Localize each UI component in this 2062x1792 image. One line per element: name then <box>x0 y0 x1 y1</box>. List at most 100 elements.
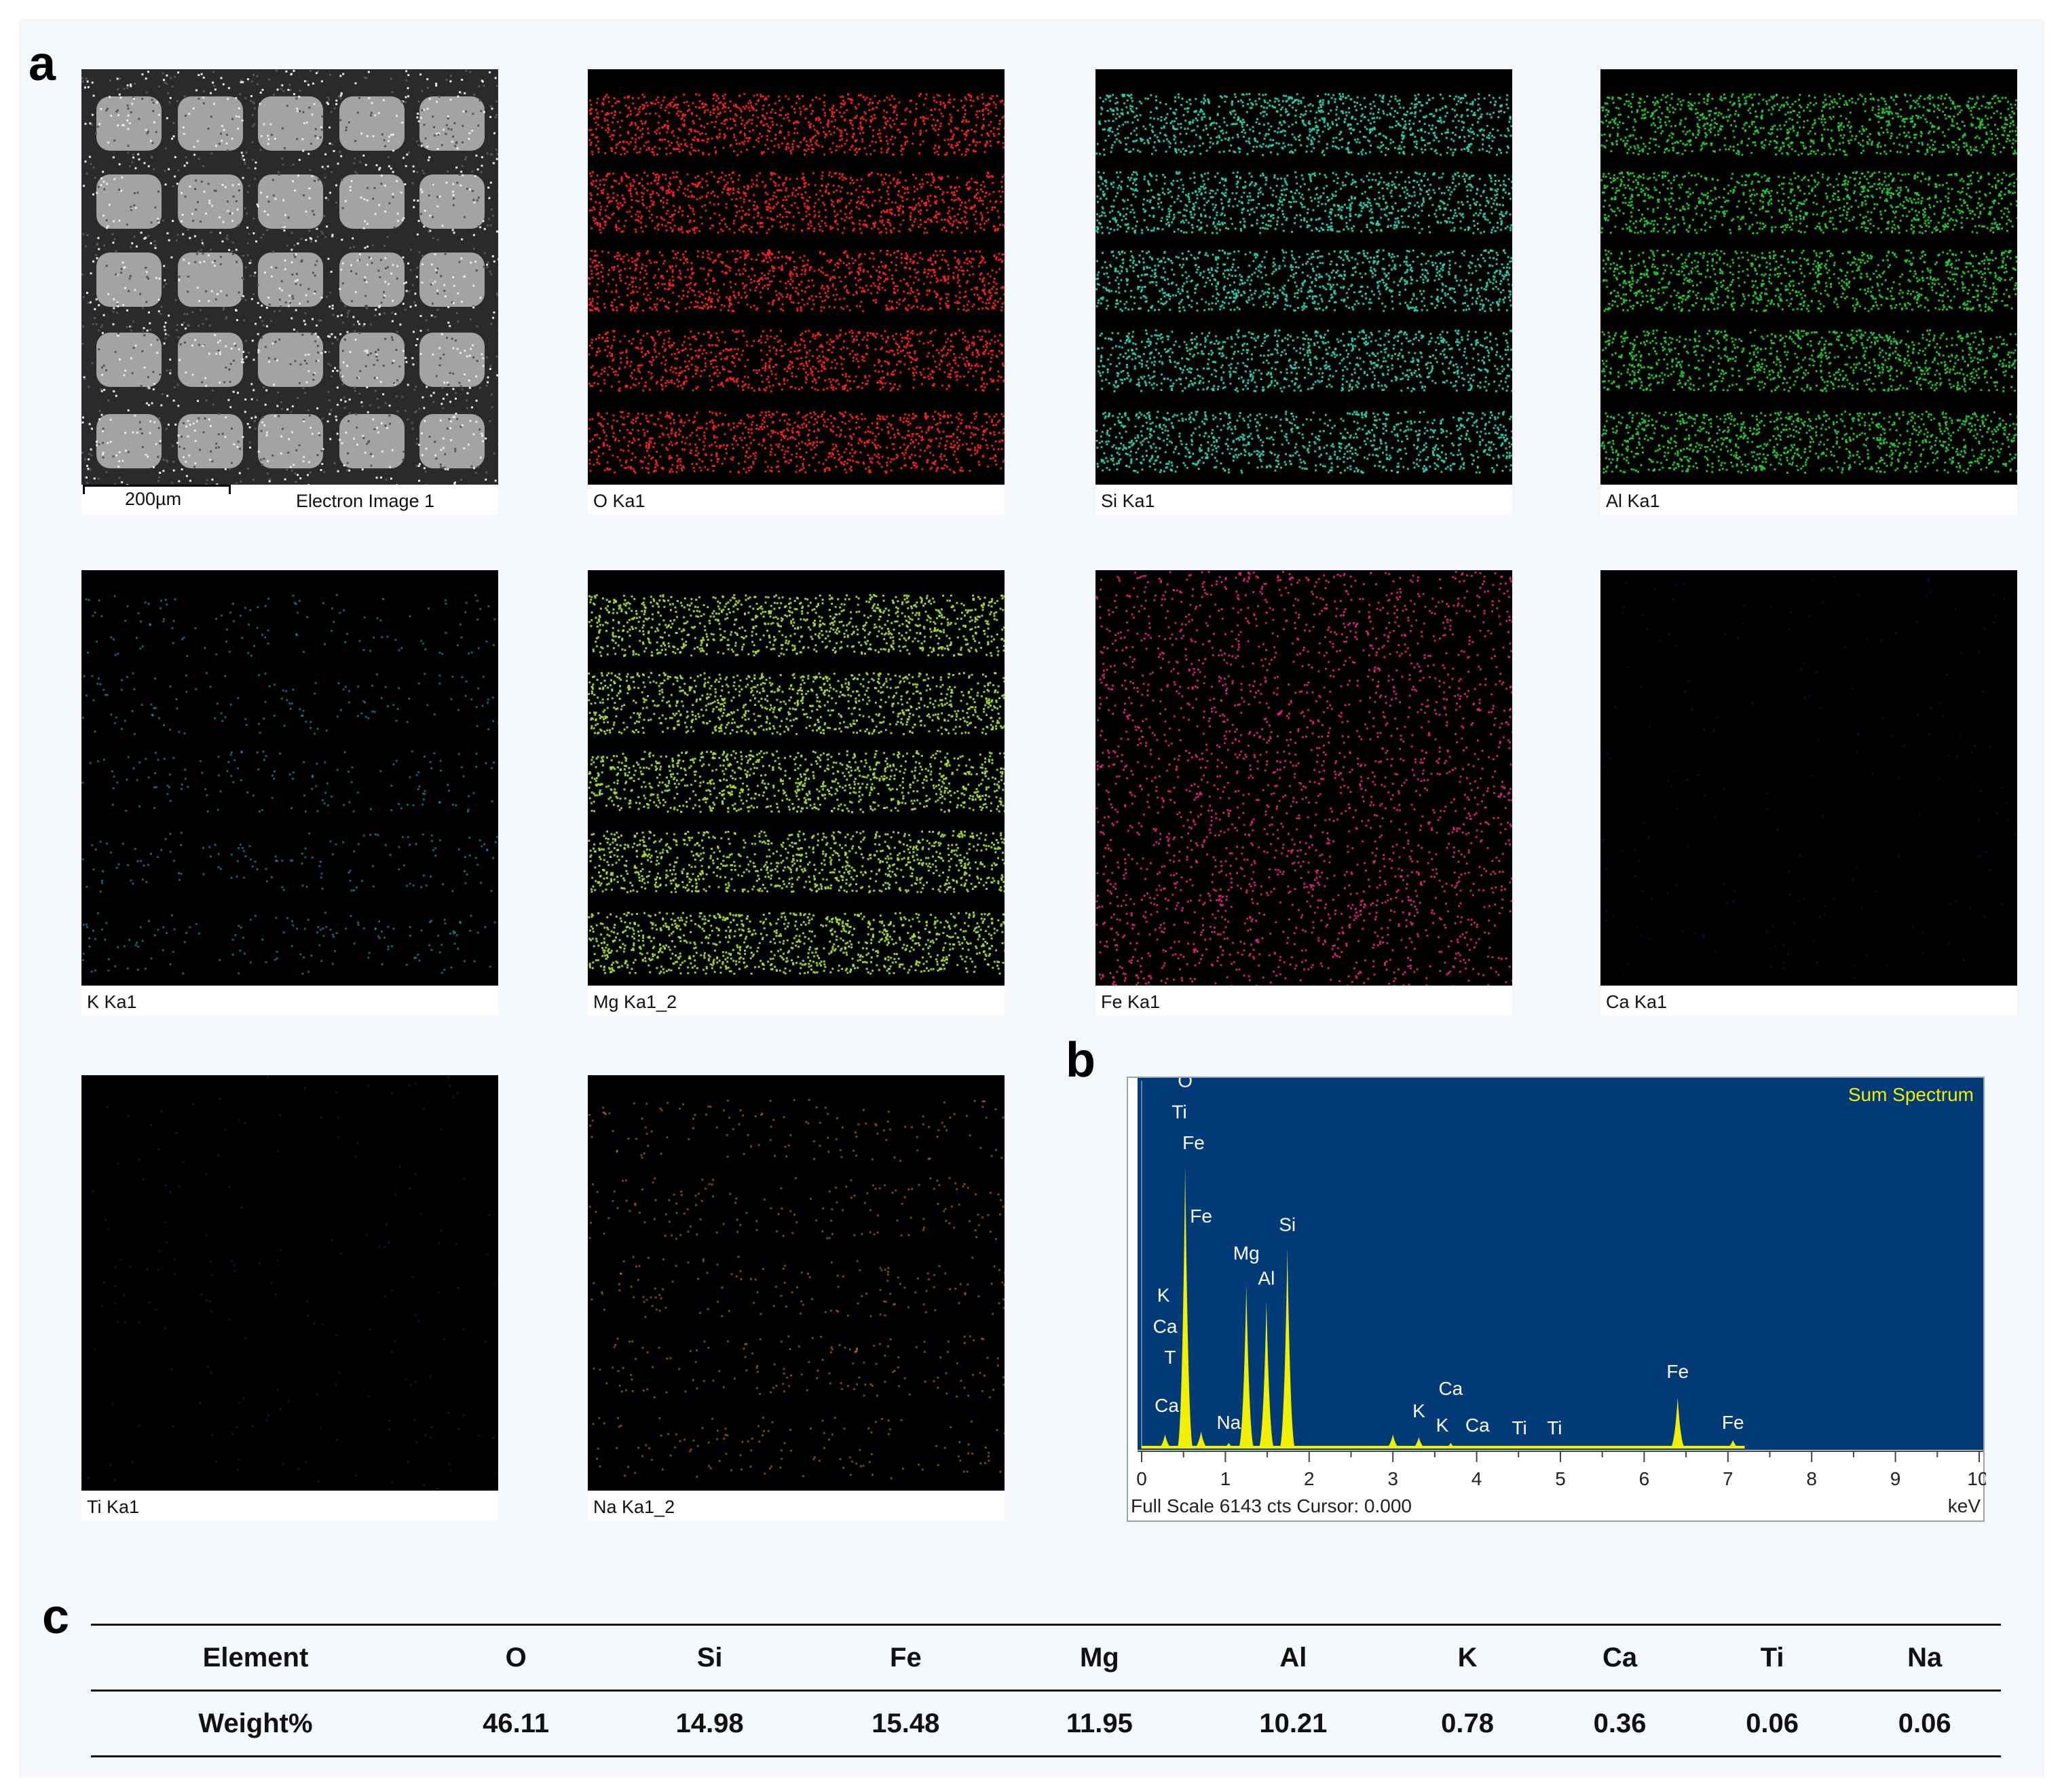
spectrum-peak-label: Fe <box>1666 1361 1689 1382</box>
spectrum-peak-label: Fe <box>1182 1132 1205 1153</box>
map-si: Si Ka1 <box>1095 69 1512 515</box>
map-al: Al Ka1 <box>1600 69 2017 515</box>
map-image <box>81 570 498 986</box>
x-tick-label: 5 <box>1555 1468 1566 1489</box>
map-image <box>588 1075 1005 1491</box>
spectrum-title: Sum Spectrum <box>1848 1084 1974 1105</box>
map-caption: O Ka1 <box>593 491 645 512</box>
x-tick-label: 8 <box>1806 1468 1817 1489</box>
x-tick-label: 10 <box>1967 1468 1986 1489</box>
spectrum-peak-label: Si <box>1279 1214 1296 1235</box>
map-caption: Si Ka1 <box>1101 491 1155 512</box>
x-tick-label: 4 <box>1471 1468 1482 1489</box>
spectrum-unit: keV <box>1948 1495 1981 1516</box>
map-na: Na Ka1_2 <box>588 1075 1005 1520</box>
spectrum-peak-label: Ca <box>1438 1378 1463 1399</box>
spectrum-peak-label: Ca <box>1153 1315 1178 1337</box>
map-mg: Mg Ka1_2 <box>588 570 1005 1015</box>
table-header-cell: Al <box>1195 1624 1391 1692</box>
panel-label-c: c <box>42 1592 69 1641</box>
spectrum-peak <box>1669 1398 1686 1449</box>
spectrum-peak-labels: O Ti Fe Fe K Ca T Ca Na Mg Al Si K Ca K Ca Ti Ti Fe Fe <box>1153 1078 1744 1438</box>
x-tick-label: 1 <box>1220 1468 1231 1489</box>
spectrum-peak <box>1410 1437 1427 1449</box>
map-caption: Fe Ka1 <box>1101 992 1160 1013</box>
panel-label-b: b <box>1066 1036 1095 1085</box>
spectrum-baseline <box>1142 1446 1745 1449</box>
map-caption: Na Ka1_2 <box>593 1497 675 1518</box>
spectrum-peak-label: Fe <box>1722 1412 1744 1433</box>
sum-spectrum-chart: Sum Spectrum O Ti Fe Fe K Ca T Ca Na Mg Al Si K Ca K Ca… <box>1127 1077 1986 1522</box>
table-cell: 14.98 <box>612 1690 808 1757</box>
spectrum-peak <box>1279 1248 1296 1449</box>
map-image <box>1600 570 2017 986</box>
table-header-cell: K <box>1391 1624 1544 1692</box>
table-row: Weight% 46.11 14.98 15.48 11.95 10.21 0.… <box>91 1690 2001 1757</box>
spectrum-peak <box>1385 1434 1402 1449</box>
spectrum-peak-label: K <box>1436 1415 1449 1436</box>
table-header-cell: Na <box>1848 1624 2001 1692</box>
spectrum-peak-label: Ti <box>1171 1101 1186 1122</box>
spectrum-footer: Full Scale 6143 cts Cursor: 0.000 <box>1131 1495 1412 1516</box>
x-tick-label: 0 <box>1136 1468 1147 1489</box>
spectrum-peak-label: Fe <box>1190 1206 1212 1227</box>
spectrum-x-ticks: 0 1 2 3 4 5 6 7 8 9 10 <box>1136 1451 1986 1489</box>
spectrum-peaks <box>1142 1166 1745 1449</box>
panel-label-a: a <box>29 39 56 88</box>
map-caption: Ca Ka1 <box>1606 992 1667 1013</box>
spectrum-plot-area <box>1138 1078 1983 1450</box>
map-image <box>588 570 1005 986</box>
x-tick-label: 2 <box>1304 1468 1315 1489</box>
table-cell: 0.36 <box>1543 1690 1696 1757</box>
spectrum-peak <box>1238 1284 1255 1449</box>
map-image <box>588 69 1005 485</box>
spectrum-peak-label: Mg <box>1233 1242 1260 1263</box>
spectrum-peak <box>1442 1442 1459 1449</box>
spectrum-peak-label: K <box>1157 1285 1170 1306</box>
spectrum-peak-label: Ti <box>1512 1417 1526 1438</box>
map-o: O Ka1 <box>588 69 1005 515</box>
map-caption: Ti Ka1 <box>87 1497 139 1518</box>
table-cell: 15.48 <box>808 1690 1004 1757</box>
map-image <box>1095 570 1512 986</box>
spectrum-peak <box>1220 1442 1237 1449</box>
map-ti: Ti Ka1 <box>81 1075 498 1520</box>
map-image <box>81 1075 498 1491</box>
spectrum-peak <box>1177 1166 1194 1449</box>
table-cell: 11.95 <box>1003 1690 1196 1757</box>
table-header-cell: Ti <box>1695 1624 1849 1692</box>
table-header-cell: Mg <box>1003 1624 1196 1692</box>
table-header-cell: Element <box>91 1624 420 1692</box>
electron-image <box>81 69 498 485</box>
scale-bar <box>83 485 231 494</box>
x-tick-label: 3 <box>1387 1468 1398 1489</box>
spectrum-peak-label: Al <box>1258 1268 1275 1289</box>
table-cell: 10.21 <box>1195 1690 1391 1757</box>
x-tick-label: 6 <box>1639 1468 1650 1489</box>
spectrum-peak-label: O <box>1178 1078 1193 1091</box>
map-image <box>1600 69 2017 485</box>
table-header-cell: Si <box>612 1624 808 1692</box>
table-header-row: Element O Si Fe Mg Al K Ca Ti Na <box>91 1624 2001 1692</box>
spectrum-peak-label: K <box>1412 1400 1425 1421</box>
table-header-cell: O <box>419 1624 612 1692</box>
spectrum-peak-label: Ca <box>1155 1395 1179 1416</box>
scale-bar-label: 200µm <box>125 489 181 510</box>
map-caption: Mg Ka1_2 <box>593 992 677 1013</box>
table-cell: 0.06 <box>1848 1690 2001 1757</box>
spectrum-peak-label: Na <box>1216 1412 1241 1433</box>
map-fe: Fe Ka1 <box>1095 570 1512 1015</box>
map-image <box>1095 69 1512 485</box>
spectrum-peak-label: Ti <box>1547 1417 1562 1438</box>
map-caption-secondary: Electron Image 1 <box>296 491 434 512</box>
table-header-cell: Fe <box>808 1624 1004 1692</box>
x-tick-label: 9 <box>1890 1468 1901 1489</box>
map-caption: Al Ka1 <box>1606 491 1660 512</box>
x-tick-label: 7 <box>1723 1468 1733 1489</box>
spectrum-peak <box>1725 1440 1742 1449</box>
spectrum-peak <box>1157 1434 1174 1449</box>
map-k: K Ka1 <box>81 570 498 1015</box>
spectrum-peak <box>1193 1432 1210 1449</box>
spectrum-svg: Sum Spectrum O Ti Fe Fe K Ca T Ca Na Mg Al Si K Ca K Ca… <box>1131 1078 1986 1516</box>
map-caption: K Ka1 <box>87 992 137 1013</box>
